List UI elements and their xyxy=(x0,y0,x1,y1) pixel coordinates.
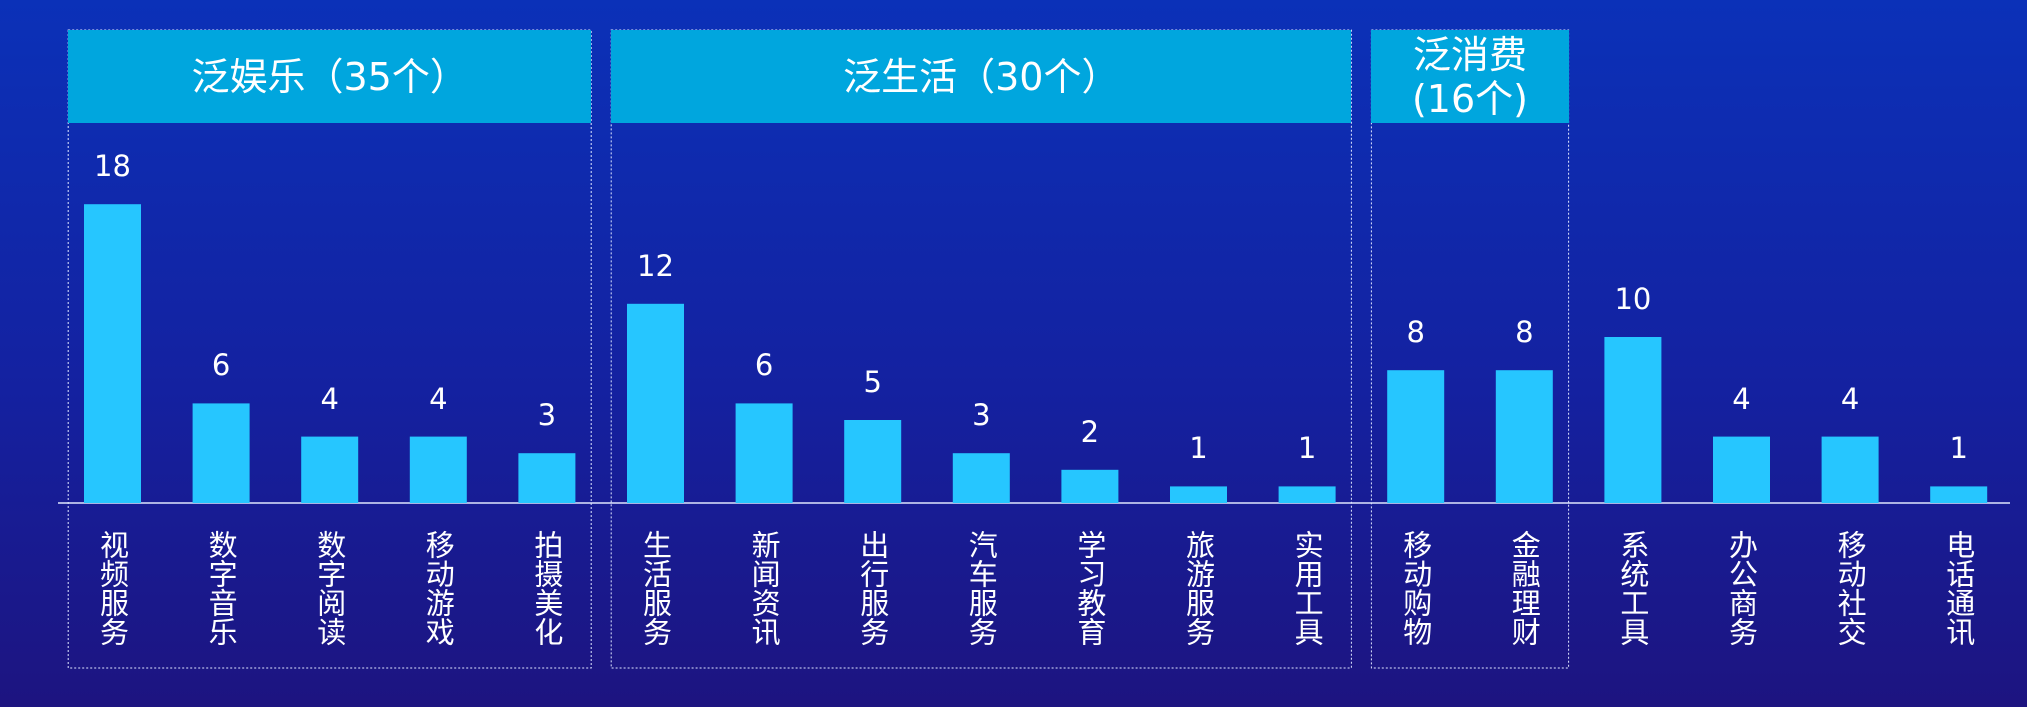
category-label: 生活服务 xyxy=(638,530,673,646)
category-label: 汽车服务 xyxy=(964,530,999,646)
bar xyxy=(735,403,793,503)
bar xyxy=(1713,436,1770,503)
value-label: 2 xyxy=(1080,414,1100,449)
value-label: 4 xyxy=(320,381,339,416)
value-label: 1 xyxy=(1949,431,1968,466)
value-label: 8 xyxy=(1515,315,1534,350)
category-label: 移动游戏 xyxy=(421,530,456,646)
group-header: 泛生活（30个） xyxy=(611,30,1352,123)
value-label: 4 xyxy=(1732,381,1751,416)
category-label: 移动社交 xyxy=(1833,530,1868,646)
bar xyxy=(627,303,684,503)
value-label: 3 xyxy=(537,398,557,433)
bar xyxy=(952,453,1010,503)
value-label: 4 xyxy=(429,381,448,416)
bar xyxy=(1387,370,1445,503)
category-label: 电话通讯 xyxy=(1941,530,1976,646)
value-label: 1 xyxy=(1297,431,1317,466)
category-label: 出行服务 xyxy=(855,530,890,646)
group-header: 泛消费 (16个) xyxy=(1371,30,1569,123)
category-label: 旅游服务 xyxy=(1181,530,1216,646)
value-label: 6 xyxy=(754,348,774,383)
bar xyxy=(1495,370,1553,503)
category-label: 新闻资讯 xyxy=(747,530,782,646)
category-label: 办公商务 xyxy=(1724,530,1759,646)
bar xyxy=(192,403,250,503)
group-header: 泛娱乐（35个） xyxy=(68,30,592,123)
value-label: 8 xyxy=(1406,315,1425,350)
value-label: 12 xyxy=(637,248,674,283)
value-label: 6 xyxy=(211,348,231,383)
bar xyxy=(1170,486,1227,503)
category-label: 拍摄美化 xyxy=(529,530,564,646)
value-label: 3 xyxy=(972,398,991,433)
value-label: 18 xyxy=(94,149,131,184)
value-label: 5 xyxy=(863,365,882,399)
category-label: 视频服务 xyxy=(95,530,130,646)
bar xyxy=(409,436,467,503)
bar xyxy=(1604,337,1662,503)
bar xyxy=(1061,469,1119,503)
bar xyxy=(844,420,902,503)
value-label: 4 xyxy=(1840,381,1860,416)
value-label: 1 xyxy=(1189,431,1208,466)
bar xyxy=(84,204,141,503)
bar xyxy=(1930,486,1988,503)
category-label: 移动购物 xyxy=(1398,530,1433,646)
category-label: 系统工具 xyxy=(1615,530,1650,646)
category-label: 金融理财 xyxy=(1507,530,1542,646)
group-box xyxy=(1370,29,1570,669)
category-label: 实用工具 xyxy=(1290,530,1325,646)
bar xyxy=(1821,436,1879,503)
bar xyxy=(301,436,359,503)
category-label: 数字阅读 xyxy=(312,530,347,646)
group-box xyxy=(610,29,1352,669)
value-label: 10 xyxy=(1614,282,1652,316)
category-label: 学习教育 xyxy=(1072,530,1107,646)
category-label: 数字音乐 xyxy=(204,530,239,646)
bar xyxy=(518,453,576,503)
bar xyxy=(1278,486,1336,503)
